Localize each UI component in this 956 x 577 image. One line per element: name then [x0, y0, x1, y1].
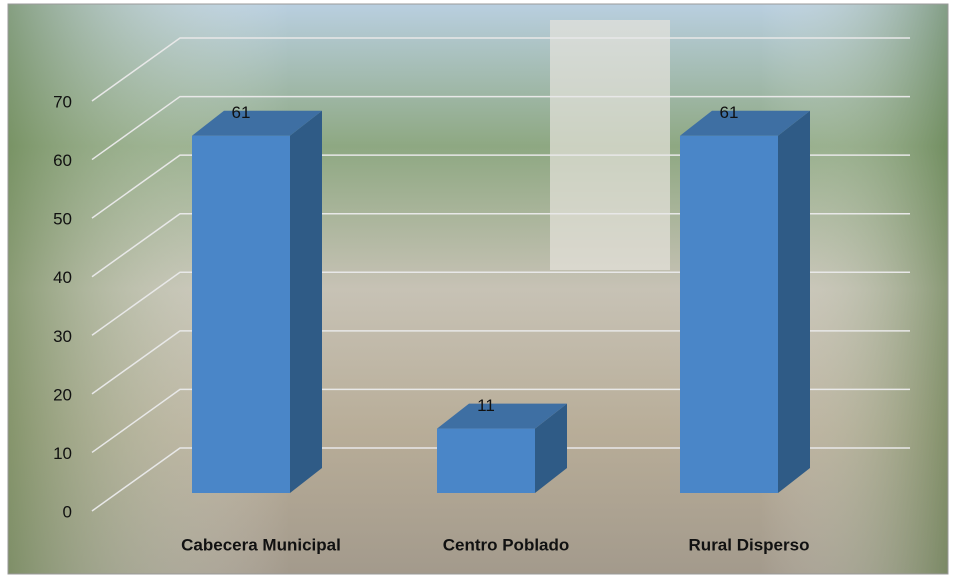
bar-top [192, 110, 322, 136]
data-label: 61 [720, 103, 739, 122]
bar [680, 135, 778, 493]
grid-line [91, 388, 910, 454]
bar-side [778, 110, 810, 493]
data-label: 11 [477, 396, 495, 415]
y-tick-label: 40 [53, 268, 72, 287]
bar [192, 135, 290, 493]
grid-line [91, 330, 910, 395]
grid-line [91, 95, 910, 161]
y-tick-label: 10 [53, 444, 72, 463]
y-tick-label: 50 [53, 210, 72, 229]
y-tick-label: 70 [53, 92, 72, 111]
bar-side [535, 403, 567, 493]
church [550, 20, 670, 270]
bar-top [437, 403, 567, 429]
grid-line [91, 37, 910, 102]
grid-line [91, 212, 910, 278]
frame [7, 3, 949, 575]
data-label: 61 [232, 103, 251, 122]
grid-line [91, 271, 910, 336]
x-tick-label: Centro Poblado [443, 535, 570, 554]
y-tick-label: 0 [63, 502, 72, 521]
x-tick-label: Cabecera Municipal [181, 535, 341, 554]
bar-side [290, 110, 322, 493]
y-tick-label: 30 [53, 327, 72, 346]
bar [437, 428, 535, 493]
grid-line [91, 154, 910, 219]
grid-line [91, 447, 910, 512]
y-tick-label: 60 [53, 151, 72, 170]
bar-top [680, 110, 810, 136]
x-tick-label: Rural Disperso [689, 535, 810, 554]
y-tick-label: 20 [53, 385, 72, 404]
